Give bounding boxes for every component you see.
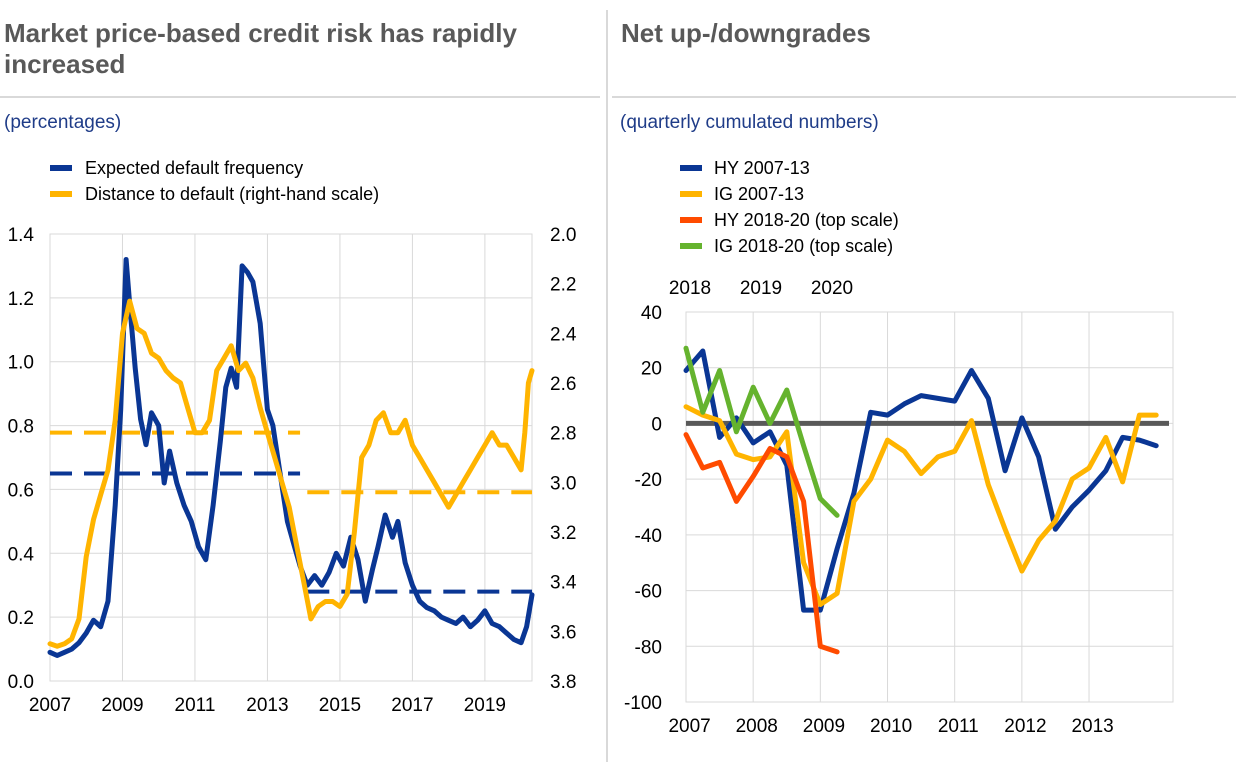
right-legend-label: HY 2018-20 (top scale) — [714, 210, 899, 230]
left-panel-subtitle: (percentages) — [4, 112, 122, 133]
right-y-tick-label: 3.4 — [550, 573, 577, 594]
left-series-line — [47, 298, 535, 649]
left-x-tick-label: 2011 — [175, 695, 216, 716]
right-y-tick-label: 3.8 — [550, 672, 576, 693]
left-y-tick-label: 1.4 — [8, 225, 35, 246]
left-panel-title: Market price-based credit risk has rapid… — [4, 18, 517, 79]
right-legend-label: HY 2007-13 — [714, 158, 810, 178]
right-x-tick-label: 2007 — [668, 716, 710, 737]
right-panel-title: Net up-/downgrades — [621, 18, 871, 48]
right-top-x-tick-label: 2018 — [669, 278, 711, 299]
right-y-tick-label: 2.2 — [550, 275, 576, 296]
left-x-tick-label: 2007 — [29, 695, 71, 716]
left-plot-frame — [49, 233, 533, 682]
left-x-tick-label: 2009 — [101, 695, 143, 716]
right-top-x-tick-label: 2019 — [740, 278, 782, 299]
left-y-tick-label: 0.6 — [8, 480, 34, 501]
right-y-tick-label: 2.8 — [550, 424, 576, 445]
left-title-divider — [0, 96, 600, 98]
right-x-tick-label: 2008 — [736, 716, 778, 737]
left-x-tick-label: 2015 — [319, 695, 361, 716]
left-y-tick-label: 0.2 — [8, 608, 34, 629]
panel-divider — [606, 10, 608, 762]
right-x-tick-label: 2010 — [870, 716, 912, 737]
right-y-tick-label: -100 — [624, 693, 662, 714]
left-y-tick-label: 0.8 — [8, 417, 34, 438]
right-y-tick-label: 40 — [641, 303, 662, 324]
left-x-tick-label: 2019 — [464, 695, 506, 716]
right-top-x-tick-label: 2020 — [811, 278, 853, 299]
right-y-tick-label: 2.0 — [550, 225, 576, 246]
right-series-line — [683, 348, 1159, 613]
right-x-tick-label: 2011 — [938, 716, 979, 737]
right-panel-subtitle: (quarterly cumulated numbers) — [620, 112, 879, 133]
left-legend-label: Expected default frequency — [85, 158, 303, 178]
right-series-line — [683, 432, 840, 655]
right-series-line — [683, 404, 1159, 607]
right-y-tick-label: -40 — [635, 526, 662, 547]
right-y-tick-label: 0 — [651, 414, 662, 435]
right-title-divider — [612, 96, 1236, 98]
right-x-tick-label: 2009 — [803, 716, 845, 737]
right-series-line — [683, 345, 840, 518]
right-x-tick-label: 2012 — [1004, 716, 1046, 737]
left-y-tick-label: 1.2 — [8, 289, 34, 310]
left-x-tick-label: 2013 — [246, 695, 288, 716]
right-x-tick-label: 2013 — [1071, 716, 1113, 737]
right-y-tick-label: 2.4 — [550, 324, 577, 345]
left-legend-label: Distance to default (right-hand scale) — [85, 184, 379, 204]
right-y-tick-label: -20 — [635, 470, 662, 491]
left-y-tick-label: 0.4 — [8, 544, 35, 565]
right-legend-label: IG 2007-13 — [714, 184, 804, 204]
right-plot-frame — [685, 311, 1174, 703]
left-y-tick-label: 1.0 — [8, 353, 34, 374]
right-y-tick-label: 2.6 — [550, 374, 576, 395]
right-y-tick-label: -80 — [635, 637, 662, 658]
right-y-tick-label: 3.6 — [550, 622, 576, 643]
right-y-tick-label: -60 — [635, 582, 662, 603]
right-y-tick-label: 20 — [641, 359, 662, 380]
left-x-tick-label: 2017 — [391, 695, 433, 716]
left-y-tick-label: 0.0 — [8, 672, 34, 693]
right-y-tick-label: 3.0 — [550, 473, 576, 494]
right-legend-label: IG 2018-20 (top scale) — [714, 236, 893, 256]
right-y-tick-label: 3.2 — [550, 523, 576, 544]
